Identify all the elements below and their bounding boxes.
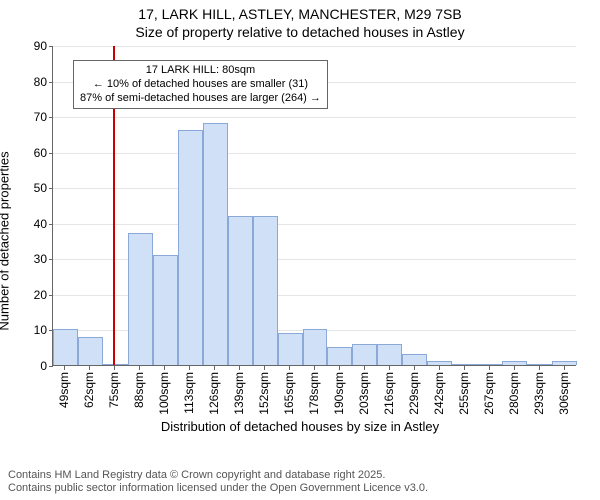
- x-tick-mark: [439, 366, 440, 370]
- x-tick-mark: [139, 366, 140, 370]
- x-tick-mark: [314, 366, 315, 370]
- bar: [327, 347, 352, 365]
- y-tick-label: 50: [34, 181, 47, 195]
- x-tick-label: 178sqm: [307, 372, 321, 415]
- footer-line: Contains public sector information licen…: [8, 482, 428, 496]
- annotation-line: 17 LARK HILL: 80sqm: [80, 64, 321, 78]
- x-tick-label: 216sqm: [382, 372, 396, 415]
- x-tick-label: 190sqm: [332, 372, 346, 415]
- y-tick-label: 40: [34, 217, 47, 231]
- x-axis-label: Distribution of detached houses by size …: [0, 419, 600, 434]
- bar: [78, 337, 103, 365]
- x-tick-mark: [214, 366, 215, 370]
- x-tick-label: 139sqm: [232, 372, 246, 415]
- y-tick-label: 20: [34, 288, 47, 302]
- bar: [402, 354, 427, 365]
- y-tick-label: 10: [34, 323, 47, 337]
- x-tick-mark: [389, 366, 390, 370]
- bar: [377, 344, 402, 365]
- bar: [203, 123, 228, 365]
- x-tick-mark: [414, 366, 415, 370]
- chart-area: Number of detached properties 17 LARK HI…: [0, 46, 600, 436]
- x-tick-label: 88sqm: [132, 372, 146, 408]
- y-tick-label: 90: [34, 39, 47, 53]
- x-tick-label: 165sqm: [282, 372, 296, 415]
- annotation-line: ← 10% of detached houses are smaller (31…: [80, 78, 321, 92]
- footer-credits: Contains HM Land Registry data © Crown c…: [8, 469, 428, 497]
- y-tick-label: 60: [34, 146, 47, 160]
- bar: [502, 361, 527, 365]
- y-axis-label: Number of detached properties: [0, 151, 12, 330]
- bar: [153, 255, 178, 365]
- x-tick-label: 242sqm: [432, 372, 446, 415]
- x-tick-mark: [364, 366, 365, 370]
- x-tick-mark: [64, 366, 65, 370]
- bar: [477, 364, 502, 365]
- bar: [303, 329, 328, 365]
- x-tick-label: 229sqm: [407, 372, 421, 415]
- x-tick-mark: [189, 366, 190, 370]
- x-tick-label: 203sqm: [357, 372, 371, 415]
- x-tick-mark: [114, 366, 115, 370]
- x-tick-label: 49sqm: [57, 372, 71, 408]
- annotation-box: 17 LARK HILL: 80sqm ← 10% of detached ho…: [73, 60, 328, 109]
- x-tick-label: 113sqm: [182, 372, 196, 414]
- x-tick-mark: [514, 366, 515, 370]
- x-tick-mark: [264, 366, 265, 370]
- x-tick-mark: [489, 366, 490, 370]
- x-tick-label: 75sqm: [107, 372, 121, 408]
- x-tick-mark: [339, 366, 340, 370]
- x-tick-label: 152sqm: [257, 372, 271, 415]
- y-tick-label: 70: [34, 110, 47, 124]
- bar: [53, 329, 78, 365]
- x-tick-mark: [239, 366, 240, 370]
- x-ticks: 49sqm 62sqm 75sqm 88sqm 100sqm 113sqm 126sqm 13…: [52, 366, 576, 418]
- x-tick-label: 280sqm: [507, 372, 521, 415]
- title-sub: Size of property relative to detached ho…: [0, 24, 600, 42]
- x-tick-label: 62sqm: [82, 372, 96, 408]
- x-tick-label: 267sqm: [482, 372, 496, 415]
- bar: [427, 361, 452, 365]
- bar: [352, 344, 377, 365]
- bar: [527, 364, 552, 365]
- x-tick-mark: [89, 366, 90, 370]
- x-tick-mark: [289, 366, 290, 370]
- x-tick-label: 293sqm: [532, 372, 546, 415]
- chart-titles: 17, LARK HILL, ASTLEY, MANCHESTER, M29 7…: [0, 0, 600, 41]
- y-tick-label: 0: [40, 359, 47, 373]
- bar: [103, 364, 128, 365]
- footer-line: Contains HM Land Registry data © Crown c…: [8, 469, 428, 483]
- x-tick-label: 306sqm: [557, 372, 571, 415]
- x-tick-mark: [164, 366, 165, 370]
- bar: [228, 216, 253, 365]
- x-tick-label: 255sqm: [457, 372, 471, 415]
- x-tick-mark: [464, 366, 465, 370]
- bar: [128, 233, 153, 365]
- x-tick-label: 126sqm: [207, 372, 221, 415]
- bar: [178, 130, 203, 365]
- title-main: 17, LARK HILL, ASTLEY, MANCHESTER, M29 7…: [0, 6, 600, 24]
- plot-region: 17 LARK HILL: 80sqm ← 10% of detached ho…: [52, 46, 576, 366]
- annotation-line: 87% of semi-detached houses are larger (…: [80, 92, 321, 106]
- y-tick-label: 30: [34, 252, 47, 266]
- x-tick-label: 100sqm: [157, 372, 171, 415]
- bar: [552, 361, 577, 365]
- y-tick-label: 80: [34, 75, 47, 89]
- x-tick-mark: [539, 366, 540, 370]
- bar: [278, 333, 303, 365]
- bar: [253, 216, 278, 365]
- x-tick-mark: [564, 366, 565, 370]
- bar: [452, 364, 477, 365]
